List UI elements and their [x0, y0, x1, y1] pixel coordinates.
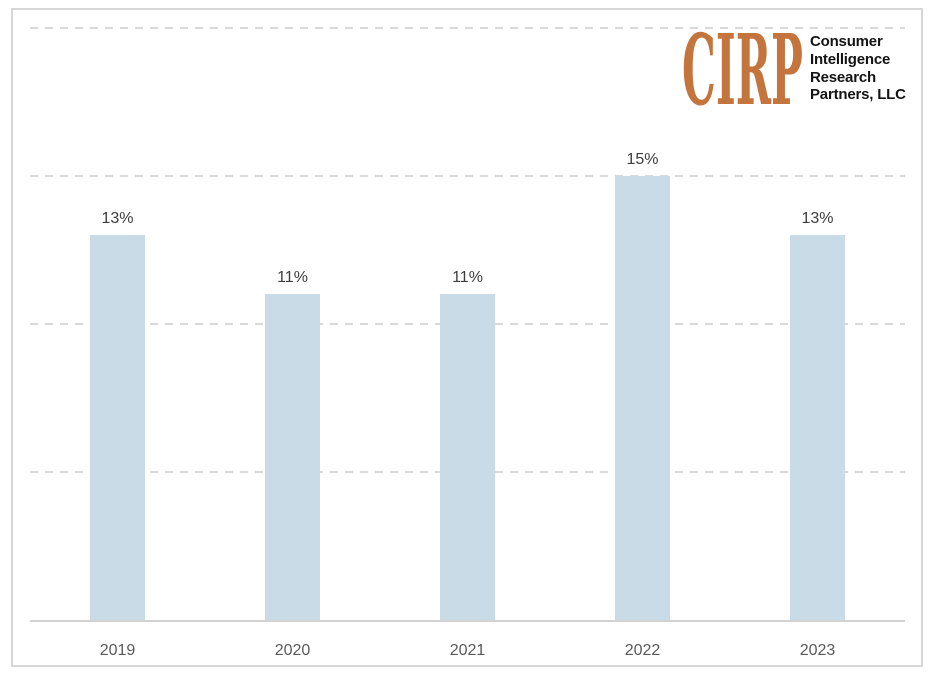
cirp-company-line: Intelligence	[810, 50, 891, 68]
x-axis-label-2019: 2019	[99, 642, 136, 659]
x-axis-label-2023: 2023	[799, 642, 836, 659]
gridline-20pct	[30, 27, 905, 29]
bar-value-label-2020: 11%	[277, 269, 308, 287]
cirp-company-line: Research	[810, 68, 876, 86]
cirp-company-line: Consumer	[810, 33, 883, 50]
cirp-wordmark-icon: CIRP	[682, 31, 803, 113]
cirp-wordmark-text: CIRP	[682, 31, 803, 113]
bar-2023	[790, 235, 845, 620]
bar-value-label-2021: 11%	[452, 269, 483, 287]
bar-value-label-2023: 13%	[801, 210, 834, 228]
bar-2019	[90, 235, 145, 620]
cirp-company-name: Consumer Intelligence Research Partners,…	[810, 33, 922, 104]
bar-2021	[440, 294, 495, 620]
x-axis-label-2022: 2022	[624, 642, 661, 659]
cirp-company-line: Partners, LLC	[810, 86, 906, 104]
bar-value-label-2019: 13%	[101, 210, 134, 228]
x-axis-line	[30, 620, 905, 622]
bar-2022	[615, 176, 670, 620]
cirp-logo: CIRP Consumer Intelligence Research Part…	[681, 30, 923, 113]
bar-2020	[265, 294, 320, 620]
x-axis-label-2021: 2021	[449, 642, 486, 659]
gridline-15pct	[30, 175, 905, 177]
x-axis-label-2020: 2020	[274, 642, 311, 659]
bar-value-label-2022: 15%	[626, 151, 659, 168]
